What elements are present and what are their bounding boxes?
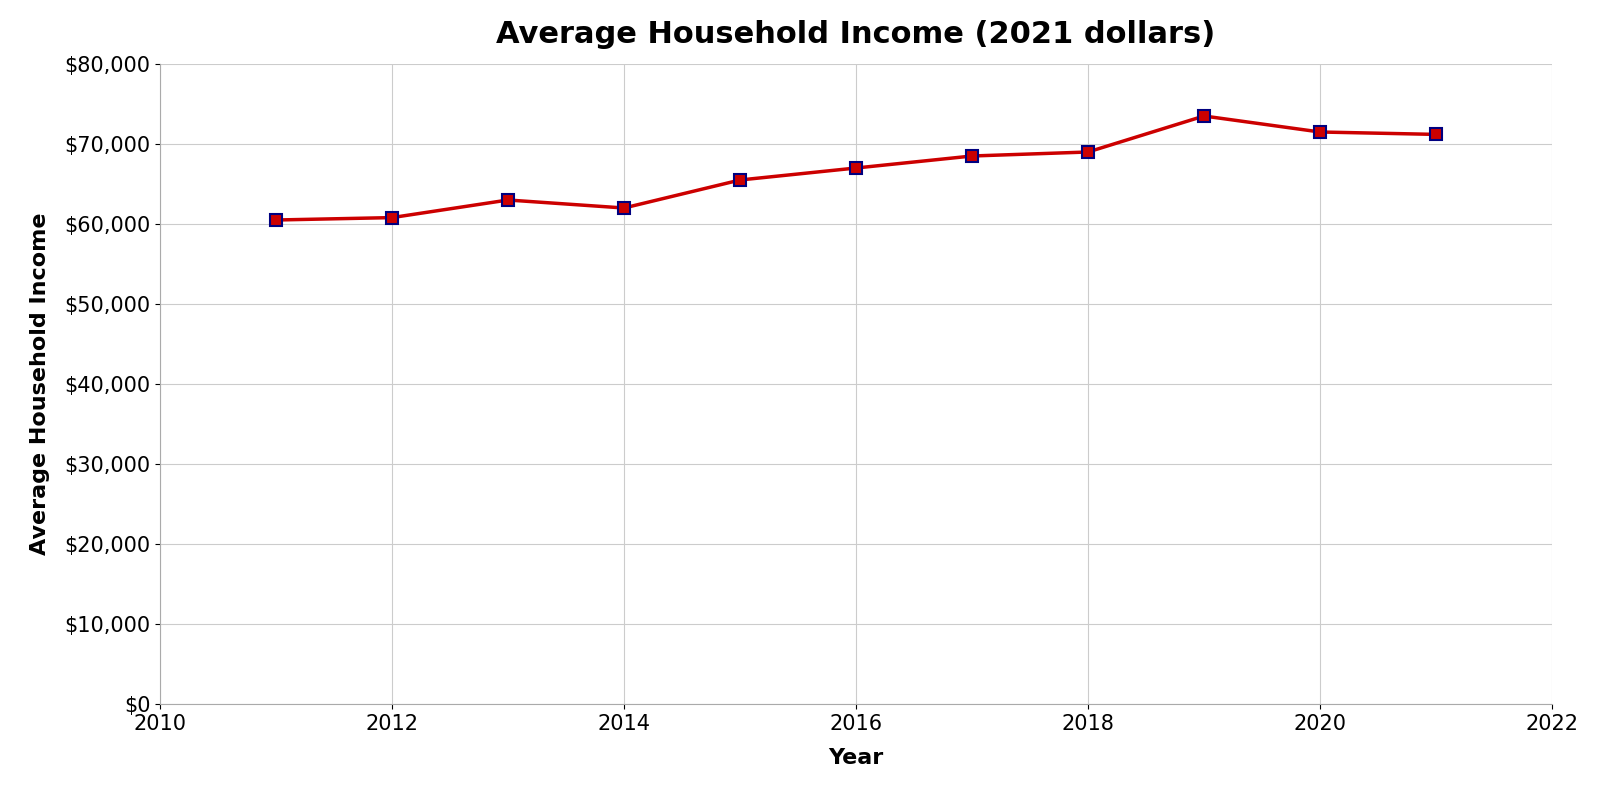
- Title: Average Household Income (2021 dollars): Average Household Income (2021 dollars): [496, 20, 1216, 49]
- X-axis label: Year: Year: [829, 748, 883, 768]
- Y-axis label: Average Household Income: Average Household Income: [30, 213, 50, 555]
